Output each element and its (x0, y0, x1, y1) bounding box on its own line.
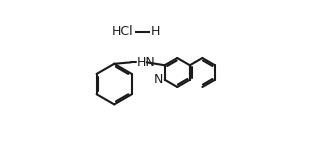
Text: HCl: HCl (112, 25, 133, 38)
Text: HN: HN (137, 56, 155, 69)
Text: N: N (153, 73, 163, 86)
Text: H: H (151, 25, 161, 38)
